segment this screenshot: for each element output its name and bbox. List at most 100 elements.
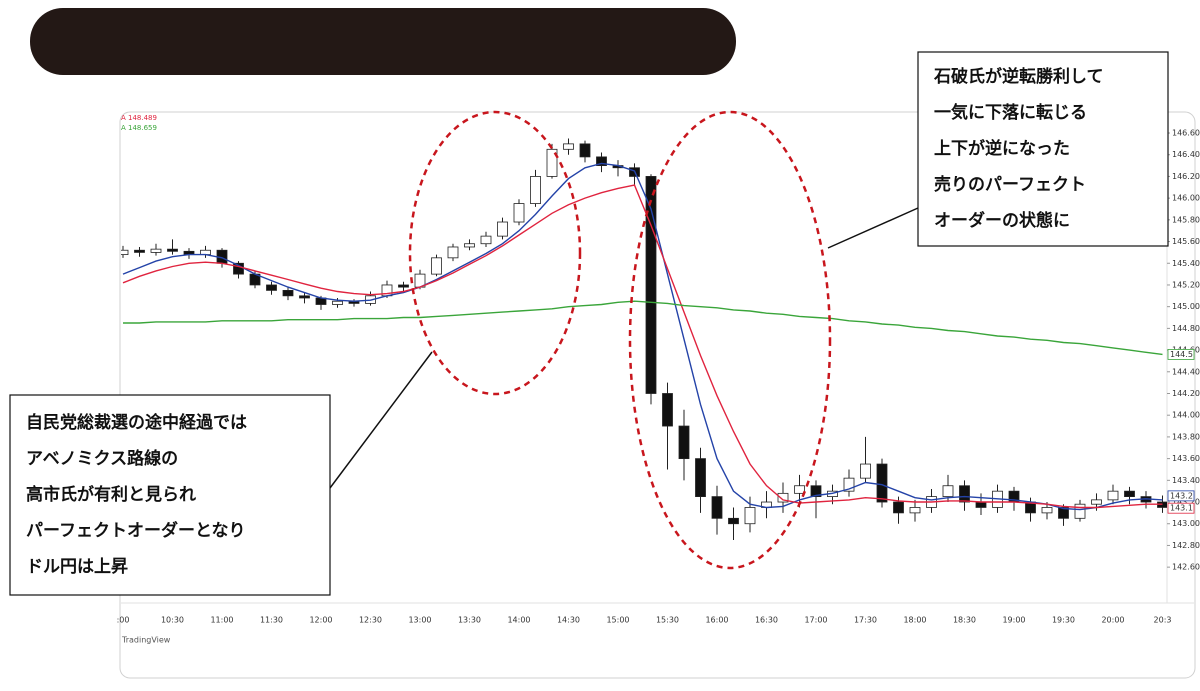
x-tick-label: :00 — [117, 616, 130, 625]
x-tick-label: 16:30 — [755, 616, 778, 625]
candle-body — [1091, 499, 1102, 505]
candle-body — [282, 289, 294, 297]
title-pill — [30, 8, 736, 75]
candle-body — [332, 300, 343, 305]
y-tick-label: 143.00 — [1172, 519, 1200, 528]
y-tick-label: 145.40 — [1172, 259, 1200, 268]
x-tick-label: 13:30 — [458, 616, 481, 625]
y-tick-label: 145.20 — [1172, 280, 1200, 289]
x-tick-label: 11:00 — [210, 616, 233, 625]
candle-body — [121, 249, 129, 255]
candle-body — [579, 143, 591, 158]
x-tick-label: 12:30 — [359, 616, 382, 625]
price-tag-box — [1167, 490, 1195, 502]
x-tick-label: 16:00 — [705, 616, 728, 625]
x-tick-label: 17:30 — [854, 616, 877, 625]
price-tag: 143.1 — [1170, 504, 1193, 513]
axes: 142.60 142.80 143.00 143.20 143.40 143.60 143.… — [117, 114, 1200, 625]
x-tick-label: 15:00 — [606, 616, 629, 625]
ma-line — [122, 162, 1163, 511]
y-tick-label: 144.00 — [1172, 411, 1200, 420]
candle-body — [794, 485, 805, 494]
ma-line — [122, 184, 1163, 509]
price-tag: 143.2 — [1170, 491, 1193, 500]
y-tick-label: 144.40 — [1172, 367, 1200, 376]
y-tick-label: 146.40 — [1172, 150, 1200, 159]
candle-body — [695, 458, 706, 498]
x-tick-label: 13:00 — [408, 616, 431, 625]
y-tick-label: 146.20 — [1172, 172, 1200, 181]
candle-body — [1107, 490, 1119, 501]
y-tick-label: 142.80 — [1172, 541, 1200, 550]
callout-line — [827, 207, 919, 249]
annotation-text: 石破氏が逆転勝利して — [933, 66, 1104, 87]
candle-body — [497, 221, 508, 237]
annotation-text: パーフェクトオーダーとなり — [26, 520, 245, 541]
candle-body — [563, 143, 574, 150]
candle-body — [777, 492, 789, 503]
x-tick-label: 20:3 — [1154, 616, 1172, 625]
candle-body — [810, 485, 822, 498]
annotation-text: ドル円は上昇 — [26, 557, 128, 577]
y-tick-label: 145.80 — [1172, 215, 1200, 224]
watermark: TradingView — [121, 636, 171, 645]
candle-body — [1041, 507, 1053, 514]
y-tick-label: 142.60 — [1172, 563, 1200, 572]
candle-body — [150, 248, 162, 253]
x-tick-label: 20:00 — [1101, 616, 1124, 625]
candle-body — [876, 463, 888, 503]
candle-body — [513, 203, 525, 223]
annotations: 石破氏が逆転勝利して一気に下落に転じる上下が逆になった売りのパーフェクトオーダー… — [26, 66, 1104, 577]
candle-body — [530, 176, 541, 204]
y-tick-label: 143.80 — [1172, 432, 1200, 441]
x-tick-label: 19:00 — [1002, 616, 1025, 625]
candle-body — [447, 246, 459, 259]
x-tick-label: 15:30 — [656, 616, 679, 625]
annotation-text: アベノミクス路線の — [26, 448, 178, 469]
candle-body — [299, 295, 310, 299]
annotation-box — [9, 394, 331, 596]
candle-body — [431, 257, 442, 275]
ma-line — [123, 300, 1163, 356]
candle-body — [843, 477, 855, 492]
candle-body — [1058, 507, 1069, 519]
y-tick-label: 144.80 — [1172, 324, 1200, 333]
annotation-text: オーダーの状態に — [934, 210, 1070, 231]
y-tick-label: 146.00 — [1172, 194, 1200, 203]
annotation-text: 自民党総裁選の途中経過では — [26, 412, 247, 433]
x-tick-label: 18:00 — [903, 616, 926, 625]
candle-body — [398, 284, 409, 288]
x-tick-label: 14:00 — [507, 616, 530, 625]
candle-body — [1124, 490, 1135, 498]
candle-body — [1074, 503, 1086, 519]
candle-body — [893, 501, 904, 514]
x-tick-label: 19:30 — [1052, 616, 1075, 625]
candle-body — [464, 243, 475, 248]
x-tick-label: 11:30 — [260, 616, 283, 625]
candle-body — [744, 507, 756, 525]
annotation-text: 一気に下落に転じる — [934, 102, 1087, 123]
x-tick-label: 17:00 — [804, 616, 827, 625]
y-tick-label: 143.60 — [1172, 454, 1200, 463]
candle-body — [662, 393, 673, 427]
candle-body — [959, 485, 970, 503]
candle-body — [975, 501, 987, 508]
x-tick-label: 12:00 — [309, 616, 332, 625]
x-tick-label: 14:30 — [557, 616, 580, 625]
annotation-text: 上下が逆になった — [934, 138, 1070, 159]
y-tick-label: 146.60 — [1172, 129, 1200, 138]
y-tick-label: 145.60 — [1172, 237, 1200, 246]
candle-body — [711, 496, 723, 519]
highlight-ellipse — [408, 110, 582, 396]
candle-body — [645, 176, 657, 394]
annotation-text: 売りのパーフェクト — [934, 174, 1086, 195]
annotation-text: 高市氏が有利と見られ — [26, 484, 196, 505]
candle-body — [480, 235, 492, 245]
candle-body — [860, 463, 871, 479]
candle-body — [678, 425, 690, 460]
price-tag-box — [1167, 502, 1195, 514]
plot — [121, 138, 1167, 541]
y-tick-label: 143.40 — [1172, 476, 1200, 485]
ma-label: A 148.489 — [121, 114, 157, 122]
